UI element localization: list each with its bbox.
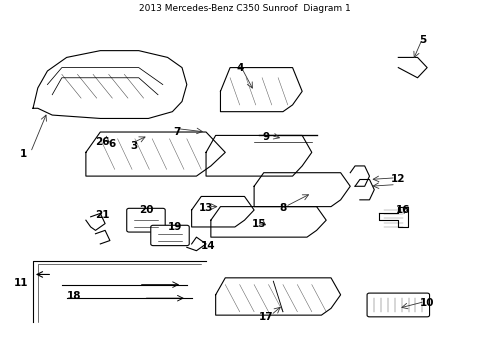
Text: 20: 20 (139, 205, 153, 215)
Text: 4: 4 (236, 63, 243, 73)
FancyBboxPatch shape (126, 208, 165, 232)
Text: 18: 18 (66, 292, 81, 301)
Text: 9: 9 (262, 132, 269, 142)
Text: 1: 1 (20, 149, 27, 159)
FancyBboxPatch shape (366, 293, 428, 317)
Text: 21: 21 (95, 210, 110, 220)
Text: 5: 5 (418, 36, 425, 45)
Text: 10: 10 (419, 298, 433, 308)
Text: 11: 11 (14, 278, 28, 288)
Text: 19: 19 (167, 222, 182, 232)
Text: 15: 15 (251, 219, 265, 229)
Text: 6: 6 (108, 139, 116, 149)
Text: 7: 7 (173, 127, 181, 137)
Text: 17: 17 (258, 312, 273, 322)
Text: 3: 3 (130, 141, 137, 150)
FancyBboxPatch shape (150, 225, 189, 246)
Title: 2013 Mercedes-Benz C350 Sunroof  Diagram 1: 2013 Mercedes-Benz C350 Sunroof Diagram … (138, 4, 350, 13)
Text: 16: 16 (395, 205, 409, 215)
Text: 13: 13 (199, 203, 213, 213)
Text: 14: 14 (201, 240, 215, 251)
Text: 8: 8 (279, 203, 286, 213)
Text: 26: 26 (95, 137, 110, 147)
Text: 12: 12 (390, 175, 405, 184)
